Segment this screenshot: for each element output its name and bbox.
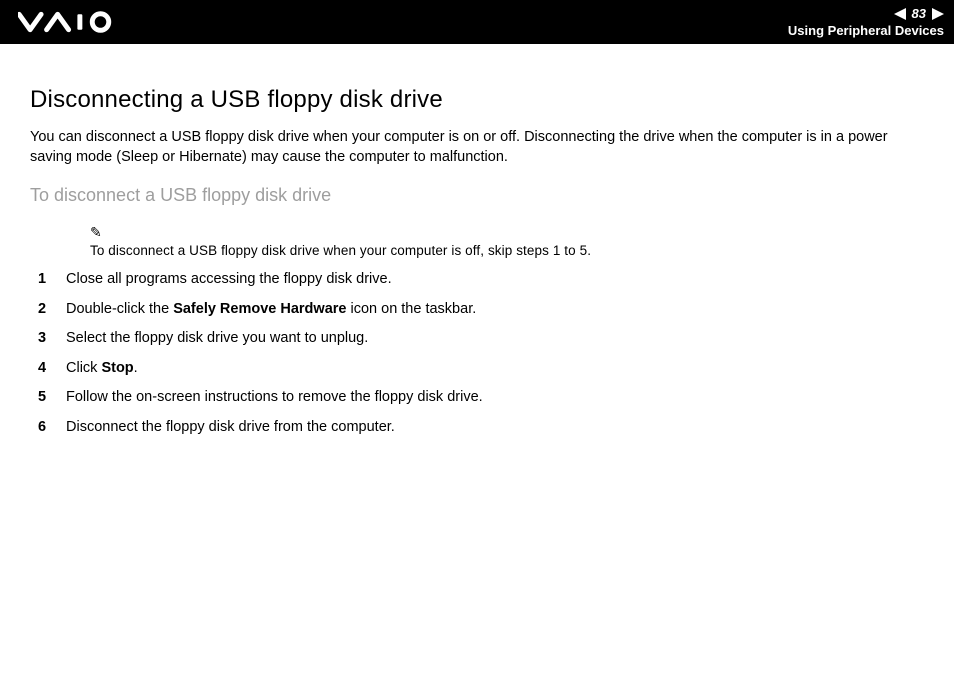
header-right: 83 Using Peripheral Devices xyxy=(788,6,944,38)
intro-paragraph: You can disconnect a USB floppy disk dri… xyxy=(30,128,924,167)
pencil-note-icon: ✎ xyxy=(90,224,924,241)
prev-page-arrow[interactable] xyxy=(894,8,908,20)
page-number: 83 xyxy=(912,6,926,21)
step-item: 1Close all programs accessing the floppy… xyxy=(38,270,924,290)
step-number: 5 xyxy=(38,388,66,408)
step-item: 6Disconnect the floppy disk drive from t… xyxy=(38,418,924,438)
step-text: Disconnect the floppy disk drive from th… xyxy=(66,418,395,438)
step-number: 6 xyxy=(38,418,66,438)
step-item: 4Click Stop. xyxy=(38,359,924,379)
step-text: Follow the on-screen instructions to rem… xyxy=(66,388,483,408)
page-title: Disconnecting a USB floppy disk drive xyxy=(30,86,924,114)
section-label: Using Peripheral Devices xyxy=(788,23,944,38)
subheading: To disconnect a USB floppy disk drive xyxy=(30,185,924,206)
step-number: 4 xyxy=(38,359,66,379)
step-item: 3Select the floppy disk drive you want t… xyxy=(38,329,924,349)
page-content: Disconnecting a USB floppy disk drive Yo… xyxy=(0,44,954,438)
step-text: Click Stop. xyxy=(66,359,138,379)
note-block: ✎ To disconnect a USB floppy disk drive … xyxy=(90,224,924,258)
step-number: 3 xyxy=(38,329,66,349)
step-number: 2 xyxy=(38,300,66,320)
next-page-arrow[interactable] xyxy=(930,8,944,20)
step-text: Double-click the Safely Remove Hardware … xyxy=(66,300,476,320)
header-bar: 83 Using Peripheral Devices xyxy=(0,0,954,44)
note-text: To disconnect a USB floppy disk drive wh… xyxy=(90,243,924,258)
step-text: Close all programs accessing the floppy … xyxy=(66,270,392,290)
step-text: Select the floppy disk drive you want to… xyxy=(66,329,368,349)
vaio-logo xyxy=(18,11,128,33)
step-number: 1 xyxy=(38,270,66,290)
steps-list: 1Close all programs accessing the floppy… xyxy=(38,270,924,437)
step-item: 5Follow the on-screen instructions to re… xyxy=(38,388,924,408)
step-item: 2Double-click the Safely Remove Hardware… xyxy=(38,300,924,320)
page-nav: 83 xyxy=(894,6,944,21)
